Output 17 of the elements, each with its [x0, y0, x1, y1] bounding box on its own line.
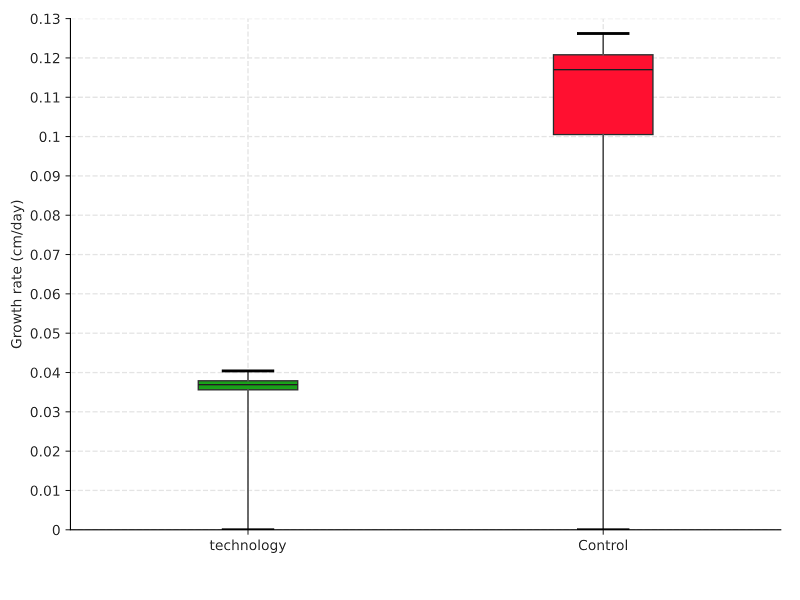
y-tick-label: 0	[52, 524, 60, 536]
y-tick-label: 0.03	[30, 406, 60, 418]
x-tick-label: technology	[210, 540, 286, 553]
y-tick-label: 0.05	[30, 328, 60, 339]
y-tick-label: 0.13	[30, 14, 60, 24]
y-tick-label: 0.12	[30, 52, 60, 64]
y-tick-label: 0.1	[40, 132, 60, 142]
y-tick-label: 0.04	[30, 367, 60, 378]
y-tick-label: 0.02	[30, 446, 60, 457]
y-tick-label: 0.07	[30, 250, 60, 260]
y-axis-title: Growth rate (cm/day)	[10, 200, 24, 348]
y-tick-label: 0.01	[30, 485, 60, 496]
x-tick-label: Control	[578, 540, 627, 550]
y-tick-label: 0.08	[30, 210, 60, 221]
y-tick-label: 0.11	[30, 92, 60, 103]
y-tick-label: 0.09	[30, 170, 60, 182]
y-tick-label: 0.06	[30, 288, 60, 300]
